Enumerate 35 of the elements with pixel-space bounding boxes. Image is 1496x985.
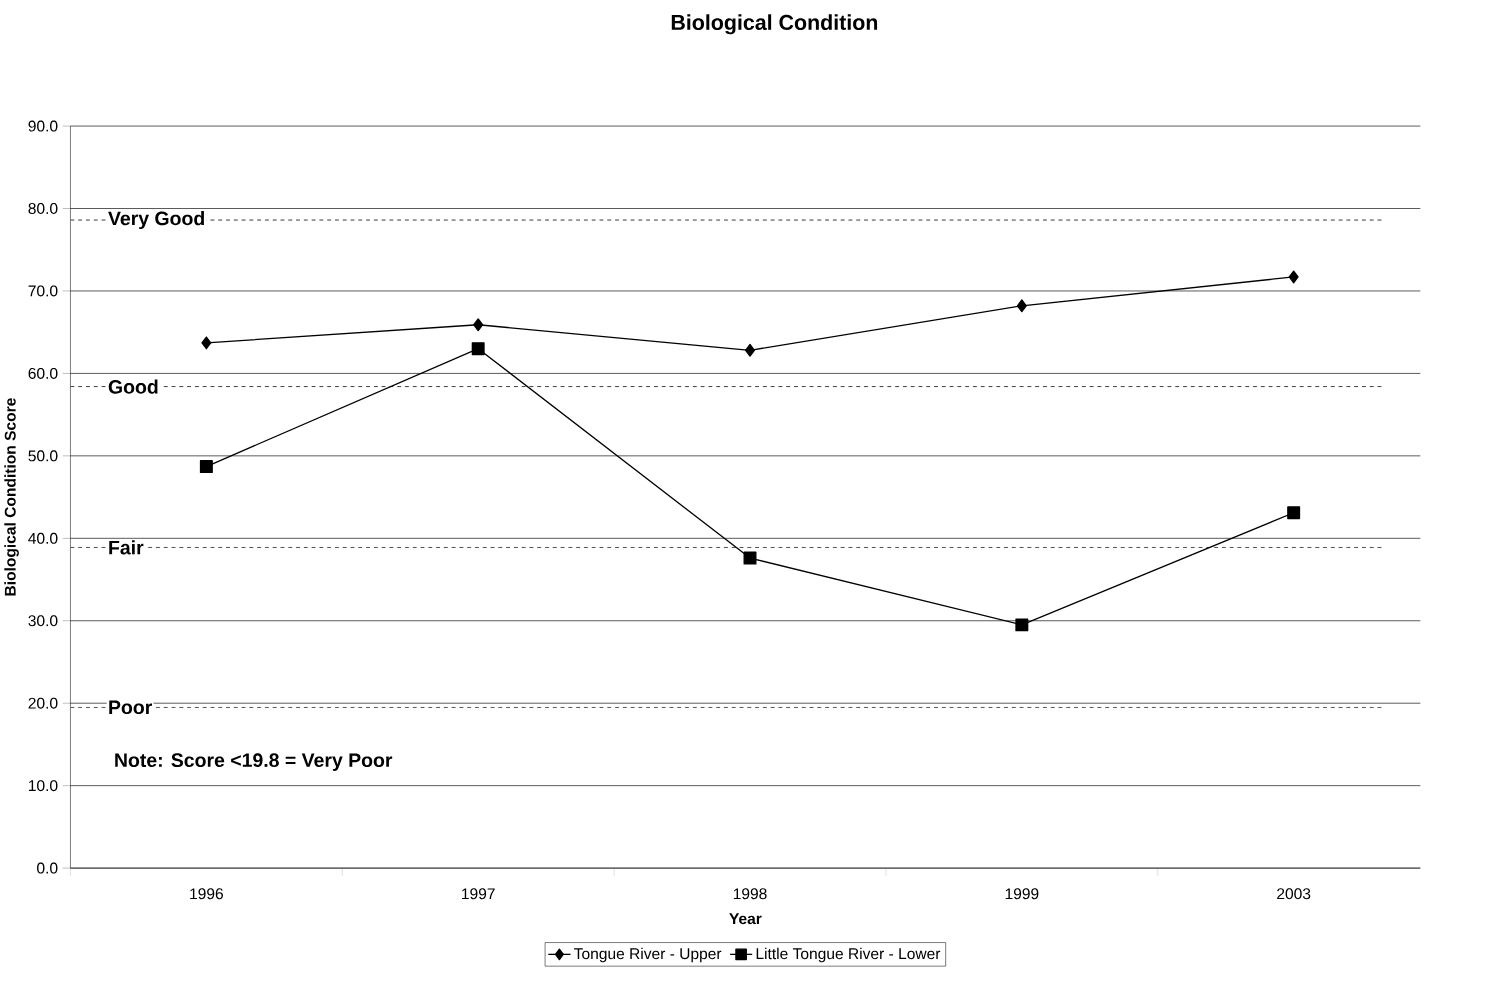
point [1015, 618, 1029, 632]
legend-label: Tongue River - Upper [574, 947, 722, 963]
point [473, 318, 484, 332]
legend-label: Little Tongue River - Lower [756, 947, 941, 963]
point [471, 342, 485, 356]
y-tick-label: 60.0 [28, 367, 58, 379]
y-tick-label: 30.0 [28, 615, 58, 627]
ref-line-label: Poor [109, 700, 153, 715]
point [744, 343, 756, 357]
x-axis-title: Year [729, 913, 762, 925]
y-axis-title: Biological Condition Score [4, 398, 19, 596]
y-tick-label: 0.0 [37, 862, 58, 874]
chart-title: Biological Condition [671, 14, 878, 35]
x-tick-label: 2003 [1277, 888, 1311, 900]
y-tick-label: 20.0 [28, 697, 58, 709]
ref-line-label: Good [108, 379, 158, 394]
point [743, 551, 757, 565]
y-tick-label: 90.0 [28, 120, 58, 132]
point [1287, 506, 1301, 520]
point [201, 336, 212, 350]
ref-line-label: Very Good [108, 210, 204, 230]
x-tick-label: 1999 [1005, 888, 1039, 900]
y-tick-label: 70.0 [28, 285, 58, 297]
point [199, 460, 213, 473]
y-tick-label: 50.0 [28, 450, 58, 462]
x-tick-label: 1996 [190, 888, 223, 900]
annotation: Note: Score <19.8 = Very Poor [115, 753, 393, 771]
y-tick-label: 40.0 [28, 532, 58, 544]
x-tick-label: 1998 [733, 888, 767, 900]
y-tick-label: 80.0 [28, 202, 58, 214]
x-tick-label: 1997 [462, 888, 495, 900]
y-tick-label: 10.0 [28, 780, 58, 792]
ref-line-label: Fair [109, 540, 144, 555]
point [1016, 299, 1027, 313]
point [1288, 270, 1299, 284]
